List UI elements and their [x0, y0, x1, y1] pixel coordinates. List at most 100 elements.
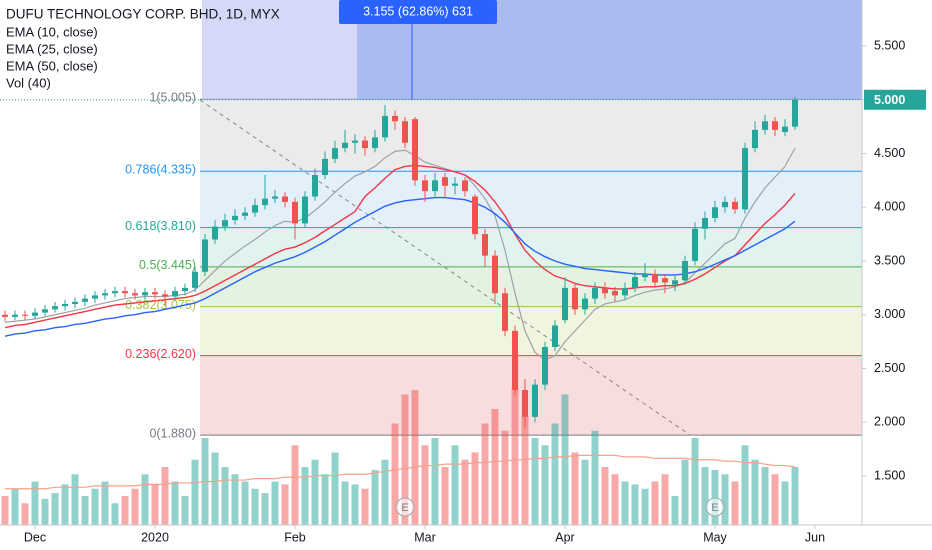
candle-body [442, 177, 448, 186]
candle-body [32, 312, 38, 316]
candle-body [772, 121, 778, 130]
x-tick-label: Mar [414, 530, 436, 544]
volume-bar [681, 459, 689, 525]
volume-bar [301, 467, 309, 525]
volume-bar [621, 481, 629, 525]
volume-bar [441, 467, 449, 525]
candle-body [352, 140, 358, 143]
fib-band [200, 306, 862, 356]
volume-bar [101, 481, 109, 525]
volume-bar [311, 459, 319, 525]
trend-line [199, 99, 691, 436]
candle-body [332, 148, 338, 159]
candle-body [472, 196, 478, 235]
y-tick-label: 3.000 [874, 307, 905, 321]
volume-bar [641, 488, 649, 525]
candle-body [342, 142, 348, 149]
candle-body [662, 278, 668, 283]
candle-body [22, 314, 28, 316]
volume-bar [31, 481, 39, 525]
candle-body [392, 115, 398, 122]
volume-bar [431, 438, 439, 525]
y-tick-label: 2.000 [874, 415, 905, 429]
candle-body [182, 287, 188, 292]
volume-bar [501, 430, 509, 525]
fib-label: 0(1.880) [149, 426, 196, 440]
candle-body [562, 287, 568, 321]
volume-bar [691, 438, 699, 525]
ema-line [4, 196, 796, 337]
candle-body [322, 158, 328, 175]
candle-body [52, 306, 58, 310]
earnings-marker [395, 497, 415, 517]
candle-body [622, 287, 628, 296]
volume-bar [131, 488, 139, 525]
candle-body [412, 119, 418, 181]
indicator-label: EMA (25, close) [6, 41, 98, 56]
fib-band [200, 355, 862, 436]
candle-body [462, 180, 468, 192]
candle-body [792, 99, 798, 127]
fib-band [200, 227, 862, 267]
candle-body [112, 291, 118, 294]
candle-body [602, 287, 608, 294]
volume-bar [631, 484, 639, 525]
fib-label: 0.786(4.335) [125, 163, 196, 177]
volume-bar [241, 481, 249, 525]
volume-bar [551, 423, 559, 525]
volume-bar [511, 387, 519, 525]
candle-body [492, 255, 498, 294]
candle-body [82, 298, 88, 302]
volume-bar [541, 445, 549, 525]
x-tick-label: Feb [284, 530, 306, 544]
fib-label: 1(5.005) [149, 91, 196, 105]
measure-label: 3.155 (62.86%) 631 [363, 4, 473, 18]
y-tick-label: 3.500 [874, 253, 905, 267]
volume-bar [121, 496, 129, 525]
volume-bar [781, 481, 789, 525]
candle-body [672, 280, 678, 285]
x-tick-label: Dec [24, 530, 46, 544]
indicator-label: Vol (40) [6, 75, 51, 90]
candle-body [782, 126, 788, 133]
volume-bar [1, 496, 9, 525]
candle-body [512, 330, 518, 390]
fib-band [200, 266, 862, 307]
x-tick-label: 2020 [141, 530, 169, 544]
candle-body [402, 121, 408, 143]
candle-body [632, 277, 638, 288]
volume-bar [481, 423, 489, 525]
candle-body [722, 201, 728, 208]
candle-body [282, 196, 288, 202]
volume-bar [321, 474, 329, 525]
volume-bar [741, 445, 749, 525]
candle-body [12, 314, 18, 317]
volume-bar [601, 467, 609, 525]
candle-body [172, 291, 178, 297]
earnings-marker [705, 497, 725, 517]
volume-bar [411, 390, 419, 525]
chart-title: DUFU TECHNOLOGY CORP. BHD, 1D, MYX [6, 7, 280, 22]
candle-body [452, 183, 458, 186]
candle-body [502, 293, 508, 331]
candle-body [152, 292, 158, 295]
volume-bar [751, 459, 759, 525]
candle-body [2, 314, 8, 317]
volume-bar [261, 493, 269, 525]
candle-body [212, 226, 218, 240]
fib-band [200, 99, 862, 172]
volume-bar [611, 474, 619, 525]
candle-body [422, 180, 428, 192]
volume-bar [671, 496, 679, 525]
volume-bar [381, 459, 389, 525]
candle-body [92, 295, 98, 299]
volume-bar [451, 445, 459, 525]
volume-ma [5, 454, 796, 490]
y-tick-label: 4.500 [874, 146, 905, 160]
indicator-label: EMA (10, close) [6, 24, 98, 39]
candle-body [222, 220, 228, 227]
candle-body [592, 287, 598, 299]
volume-bar [371, 469, 379, 525]
